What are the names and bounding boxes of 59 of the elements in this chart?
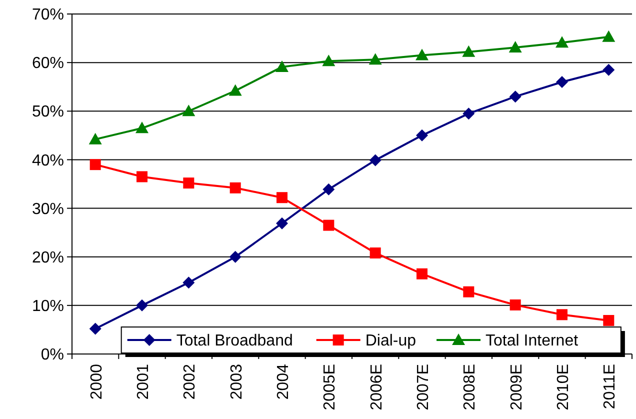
point — [370, 247, 381, 258]
legend-label: Total Broadband — [176, 332, 293, 350]
point — [182, 276, 195, 289]
point — [276, 192, 288, 204]
y-tick-label: 40% — [32, 152, 64, 170]
point — [603, 314, 614, 326]
point — [228, 84, 242, 96]
point — [323, 220, 334, 231]
point — [368, 53, 382, 65]
x-tick-label: 2011E — [602, 364, 619, 410]
point — [183, 178, 194, 189]
x-tick-label: 2001 — [135, 364, 152, 400]
x-tick-label: 2003 — [228, 364, 246, 400]
point — [230, 182, 241, 194]
legend-label: Dial-up — [365, 332, 416, 350]
point — [510, 299, 521, 310]
point — [369, 154, 382, 166]
x-tick-label: 2004 — [275, 364, 292, 400]
x-tick-label: 2007E — [415, 364, 432, 410]
point — [136, 122, 148, 134]
point — [602, 30, 616, 42]
x-tick-label: 2002 — [182, 364, 199, 400]
point — [509, 90, 522, 103]
point — [556, 309, 568, 320]
point — [322, 183, 335, 196]
point — [602, 64, 615, 76]
point — [508, 41, 522, 53]
y-tick-label: 10% — [32, 298, 64, 316]
x-tick-label: 2009E — [508, 364, 526, 410]
y-tick-label: 60% — [32, 55, 64, 72]
x-tick-label: 2005E — [322, 364, 339, 410]
point — [416, 268, 428, 280]
y-tick-label: 30% — [32, 200, 64, 218]
point — [416, 48, 428, 60]
point — [90, 159, 101, 170]
point — [276, 60, 288, 72]
point — [88, 132, 102, 144]
y-tick-label: 20% — [32, 249, 64, 266]
y-tick-label: 70% — [32, 6, 64, 24]
x-tick-label: 2010E — [555, 364, 572, 410]
y-tick-label: 50% — [32, 104, 64, 121]
point — [556, 36, 568, 48]
point — [276, 217, 288, 230]
point — [416, 129, 428, 142]
point — [556, 76, 568, 88]
x-tick-label: 2008E — [462, 364, 479, 410]
legend-label: Total Internet — [486, 332, 579, 350]
point — [322, 54, 336, 66]
point — [182, 104, 196, 116]
point — [89, 322, 102, 335]
point — [462, 108, 475, 120]
x-tick-label: 2000 — [88, 364, 106, 400]
point — [463, 286, 474, 298]
x-tick-label: 2006E — [368, 364, 386, 410]
point — [229, 250, 242, 263]
point — [462, 45, 476, 57]
point — [136, 171, 148, 182]
point — [136, 299, 148, 312]
y-tick-label: 0% — [40, 346, 64, 364]
